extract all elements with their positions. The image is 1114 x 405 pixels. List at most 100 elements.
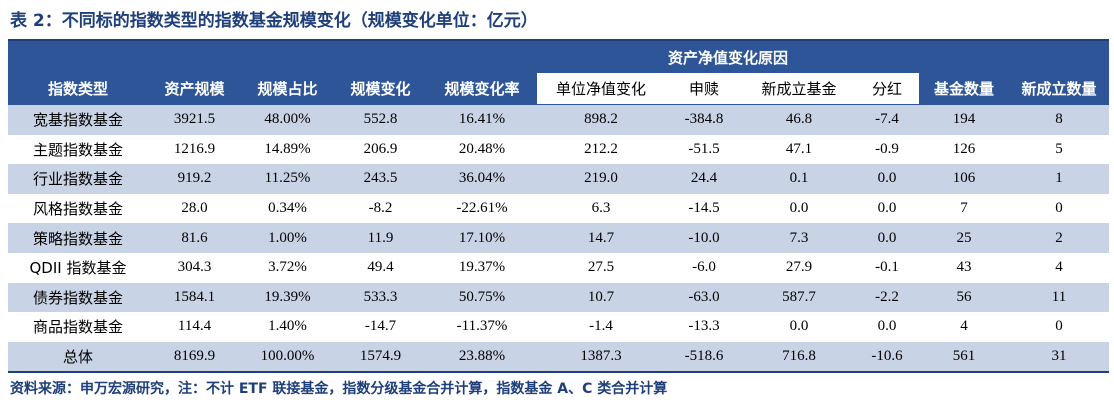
cell: 17.10% (427, 223, 537, 253)
cell: 716.8 (743, 341, 855, 373)
header-blank-10 (919, 41, 1010, 73)
cell: 11.9 (334, 223, 427, 253)
cell: 25 (919, 223, 1010, 253)
cell: 49.4 (367, 259, 394, 276)
cell: -10.6 (855, 341, 920, 373)
cell: 1216.9 (173, 140, 216, 157)
cell: 1387.3 (537, 341, 665, 373)
col-header-scale-change: 规模变化 (334, 73, 427, 105)
header-row-group: 资产净值变化原因 (8, 41, 1110, 73)
header-group-nav-change: 资产净值变化原因 (537, 41, 920, 73)
cell: 5 (1055, 140, 1063, 157)
table-row: 策略指数基金 81.6 1.00% 11.9 17.10% 14.7 -10.0… (8, 223, 1110, 253)
cell: 219.0 (537, 164, 665, 194)
header-blank-11 (1009, 41, 1110, 73)
fund-scale-table: 资产净值变化原因 指数类型 资产规模 规模占比 规模变化 规模变化率 单位净值变… (8, 41, 1110, 373)
cell: 50.75% (427, 282, 537, 313)
cell: -384.8 (665, 104, 743, 135)
cell: -63.0 (665, 282, 743, 313)
cell: 28.0 (181, 200, 208, 217)
cell: 14.89% (264, 140, 311, 157)
cell: 19.39% (241, 282, 334, 313)
cell: 0.0 (855, 223, 920, 253)
cell: 7.3 (743, 223, 855, 253)
cell: 16.41% (427, 104, 537, 135)
cell: 81.6 (148, 223, 241, 253)
cell: 243.5 (334, 164, 427, 194)
cell: 48.00% (241, 104, 334, 135)
cell: 3921.5 (148, 104, 241, 135)
table-title: 表 2：不同标的指数类型的指数基金规模变化（规模变化单位：亿元） (10, 11, 538, 31)
cell: -0.9 (875, 140, 899, 157)
cell: -518.6 (665, 341, 743, 373)
table-row-total: 总体 8169.9 100.00% 1574.9 23.88% 1387.3 -… (8, 341, 1110, 373)
cell-index-type: 风格指数基金 (32, 200, 123, 219)
cell: -2.2 (855, 282, 920, 313)
cell: -1.4 (589, 318, 613, 335)
col-header-new-funds: 新成立基金 (743, 73, 855, 105)
cell: -7.4 (855, 104, 920, 135)
cell: 1.00% (241, 223, 334, 253)
cell: 114.4 (177, 318, 212, 335)
cell: 533.3 (334, 282, 427, 313)
cell: 6.3 (591, 200, 611, 217)
cell: 100.00% (241, 341, 334, 373)
cell: 27.5 (587, 259, 615, 276)
col-header-index-type: 指数类型 (8, 73, 148, 105)
cell: 43 (956, 259, 972, 276)
cell: 898.2 (537, 104, 665, 135)
col-header-scale-change-rate: 规模变化率 (427, 73, 537, 105)
cell: 561 (919, 341, 1010, 373)
cell: 212.2 (584, 140, 618, 157)
cell: 1.40% (268, 318, 307, 335)
header-row-columns: 指数类型 资产规模 规模占比 规模变化 规模变化率 单位净值变化 申赎 新成立基… (8, 73, 1110, 105)
cell-index-type: 总体 (8, 341, 148, 373)
cell: 1 (1009, 164, 1110, 194)
cell: 0.0 (789, 200, 809, 217)
cell: 8 (1009, 104, 1110, 135)
cell: 56 (919, 282, 1010, 313)
table-row: 风格指数基金 28.0 0.34% -8.2 -22.61% 6.3 -14.5… (8, 194, 1109, 224)
cell-index-type: QDII 指数基金 (29, 259, 127, 278)
cell-index-type: 债券指数基金 (8, 282, 148, 313)
cell-index-type: 主题指数基金 (32, 140, 123, 159)
cell: -14.7 (364, 318, 397, 335)
cell: 8169.9 (148, 341, 241, 373)
col-header-new-fund-count: 新成立数量 (1009, 73, 1110, 105)
col-header-unit-nav-change: 单位净值变化 (537, 73, 665, 105)
cell: 3.72% (268, 259, 307, 276)
table-row: 商品指数基金 114.4 1.40% -14.7 -11.37% -1.4 -1… (8, 312, 1109, 342)
cell: -0.1 (875, 259, 899, 276)
cell: -51.5 (688, 140, 720, 157)
col-header-dividend: 分红 (855, 73, 920, 105)
cell: 36.04% (427, 164, 537, 194)
cell: 194 (919, 104, 1010, 135)
cell: 0.0 (855, 164, 920, 194)
cell-index-type: 宽基指数基金 (8, 104, 148, 135)
cell: 47.1 (785, 140, 813, 157)
cell: 11 (1009, 282, 1110, 313)
cell: 7 (960, 200, 968, 217)
header-blank-2 (148, 41, 241, 73)
cell: 0 (1055, 318, 1063, 335)
cell: 19.37% (458, 259, 506, 276)
cell: 304.3 (177, 259, 212, 276)
cell: 31 (1009, 341, 1110, 373)
source-note: 资料来源：申万宏源研究，注：不计 ETF 联接基金，指数分级基金合并计算，指数基… (10, 381, 668, 397)
fund-scale-table-container: 资产净值变化原因 指数类型 资产规模 规模占比 规模变化 规模变化率 单位净值变… (8, 39, 1110, 373)
header-blank-5 (427, 41, 537, 73)
cell: 11.25% (241, 164, 334, 194)
cell: -13.3 (688, 318, 720, 335)
cell: 106 (919, 164, 1010, 194)
cell: -8.2 (368, 200, 393, 217)
cell: 919.2 (148, 164, 241, 194)
cell: 10.7 (537, 282, 665, 313)
cell: 0.0 (877, 318, 897, 335)
cell: -14.5 (688, 200, 720, 217)
table-row: 主题指数基金 1216.9 14.89% 206.9 20.48% 212.2 … (8, 135, 1109, 165)
table-row: 宽基指数基金 3921.5 48.00% 552.8 16.41% 898.2 … (8, 104, 1110, 135)
cell: 20.48% (458, 140, 506, 157)
cell: 1574.9 (334, 341, 427, 373)
cell-index-type: 商品指数基金 (32, 318, 123, 337)
cell: 0.1 (743, 164, 855, 194)
